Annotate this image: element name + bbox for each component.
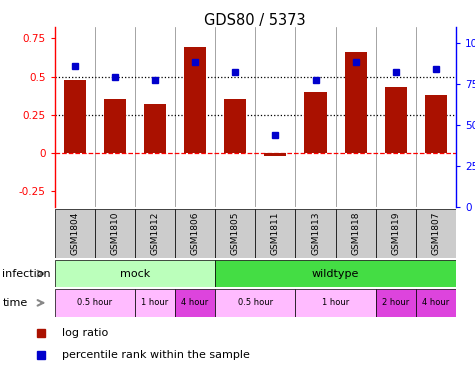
Text: GSM1806: GSM1806	[190, 212, 200, 255]
Bar	[104, 100, 126, 153]
Bar	[135, 209, 175, 258]
Text: GSM1818: GSM1818	[351, 212, 360, 255]
Text: GSM1813: GSM1813	[311, 212, 320, 255]
Bar	[295, 209, 335, 258]
Text: 4 hour: 4 hour	[181, 298, 209, 307]
Text: wildtype: wildtype	[312, 269, 359, 279]
Text: GSM1805: GSM1805	[231, 212, 240, 255]
Bar	[376, 289, 416, 317]
Bar	[215, 260, 456, 287]
Bar	[425, 95, 447, 153]
Bar	[416, 289, 456, 317]
Bar	[295, 289, 376, 317]
Text: GDS80 / 5373: GDS80 / 5373	[205, 13, 306, 28]
Bar	[144, 104, 166, 153]
Bar	[55, 260, 215, 287]
Text: infection: infection	[2, 269, 51, 279]
Bar	[55, 289, 135, 317]
Bar	[256, 209, 295, 258]
Bar	[175, 209, 215, 258]
Bar	[184, 47, 206, 153]
Text: 0.5 hour: 0.5 hour	[77, 298, 112, 307]
Text: 4 hour: 4 hour	[422, 298, 449, 307]
Bar	[64, 79, 86, 153]
Bar	[376, 209, 416, 258]
Text: GSM1804: GSM1804	[70, 212, 79, 255]
Bar	[55, 209, 95, 258]
Text: mock: mock	[120, 269, 150, 279]
Bar	[215, 289, 295, 317]
Bar	[265, 153, 286, 156]
Text: GSM1807: GSM1807	[431, 212, 440, 255]
Bar	[215, 209, 256, 258]
Text: 0.5 hour: 0.5 hour	[238, 298, 273, 307]
Text: time: time	[2, 298, 28, 308]
Bar	[135, 289, 175, 317]
Bar	[224, 100, 246, 153]
Text: 1 hour: 1 hour	[322, 298, 349, 307]
Bar	[304, 92, 326, 153]
Text: GSM1810: GSM1810	[110, 212, 119, 255]
Text: percentile rank within the sample: percentile rank within the sample	[62, 350, 250, 359]
Bar	[95, 209, 135, 258]
Text: 2 hour: 2 hour	[382, 298, 409, 307]
Text: log ratio: log ratio	[62, 328, 108, 337]
Bar	[416, 209, 456, 258]
Bar	[345, 52, 367, 153]
Text: GSM1811: GSM1811	[271, 212, 280, 255]
Bar	[175, 289, 215, 317]
Text: GSM1812: GSM1812	[151, 212, 160, 255]
Text: GSM1819: GSM1819	[391, 212, 400, 255]
Bar	[385, 87, 407, 153]
Text: 1 hour: 1 hour	[142, 298, 169, 307]
Bar	[335, 209, 376, 258]
